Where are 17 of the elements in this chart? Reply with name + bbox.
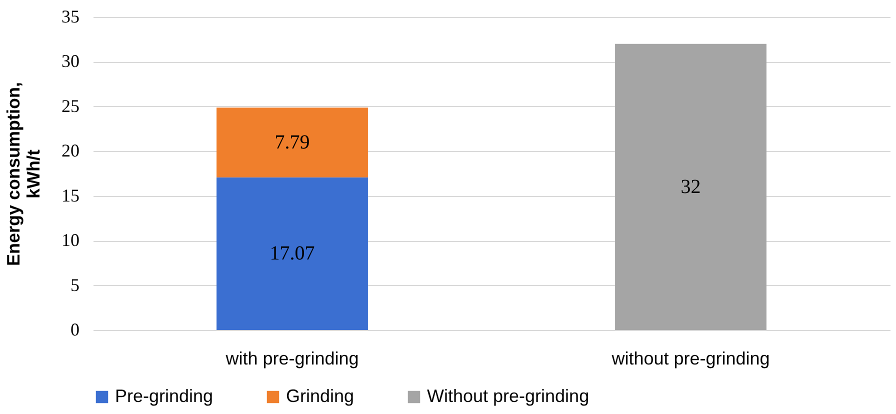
y-tick-label: 25 bbox=[62, 96, 80, 116]
legend-label: Pre-grinding bbox=[115, 386, 214, 406]
y-tick-label: 20 bbox=[62, 140, 80, 161]
data-label: 32 bbox=[680, 176, 701, 198]
data-label: 17.07 bbox=[270, 242, 315, 265]
legend-label: Grinding bbox=[286, 386, 354, 406]
y-tick-label: 5 bbox=[70, 274, 80, 295]
y-tick-label: 30 bbox=[62, 51, 80, 72]
x-tick-label: without pre-grinding bbox=[610, 348, 770, 368]
y-axis-title: Energy consumption, kWh/t bbox=[4, 82, 44, 266]
x-tick-label: with pre-grinding bbox=[224, 348, 359, 368]
y-tick-label: 15 bbox=[62, 185, 80, 206]
y-tick-label: 0 bbox=[70, 320, 80, 340]
y-tick-label: 35 bbox=[62, 6, 80, 26]
legend-label: Without pre-grinding bbox=[427, 386, 590, 406]
data-label: 7.79 bbox=[274, 132, 310, 154]
y-tick-label: 10 bbox=[62, 230, 80, 250]
